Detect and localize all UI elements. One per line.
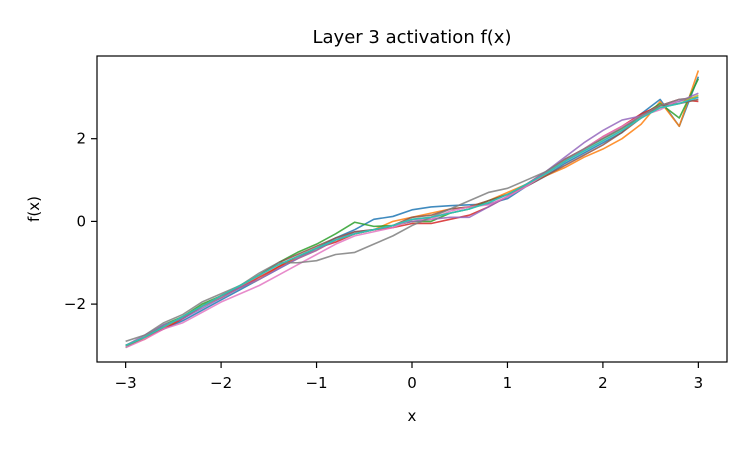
x-tick-label: −1 bbox=[305, 374, 327, 392]
series-line-5 bbox=[125, 92, 699, 347]
series-line-8 bbox=[125, 96, 699, 343]
plot-frame bbox=[96, 55, 728, 363]
series-line-1 bbox=[125, 76, 700, 347]
x-tick-label: 3 bbox=[694, 374, 704, 392]
y-tick-label: −2 bbox=[64, 295, 86, 313]
x-axis-ticks: −3 −2 −1 0 1 2 3 bbox=[115, 362, 704, 392]
x-axis-label: x bbox=[408, 407, 417, 425]
x-tick-label: −3 bbox=[115, 374, 137, 392]
x-tick-label: 0 bbox=[407, 374, 417, 392]
y-axis-label: f(x) bbox=[25, 196, 43, 222]
series-layer bbox=[125, 70, 700, 349]
chart-title: Layer 3 activation f(x) bbox=[313, 27, 512, 48]
y-tick-label: 0 bbox=[76, 212, 86, 230]
x-tick-label: 2 bbox=[598, 374, 608, 392]
y-tick-label: 2 bbox=[76, 130, 86, 148]
x-tick-label: 1 bbox=[503, 374, 513, 392]
x-tick-label: −2 bbox=[210, 374, 232, 392]
series-line-2 bbox=[125, 70, 700, 347]
series-line-10 bbox=[125, 96, 699, 347]
y-axis-ticks: −2 0 2 bbox=[64, 130, 97, 313]
